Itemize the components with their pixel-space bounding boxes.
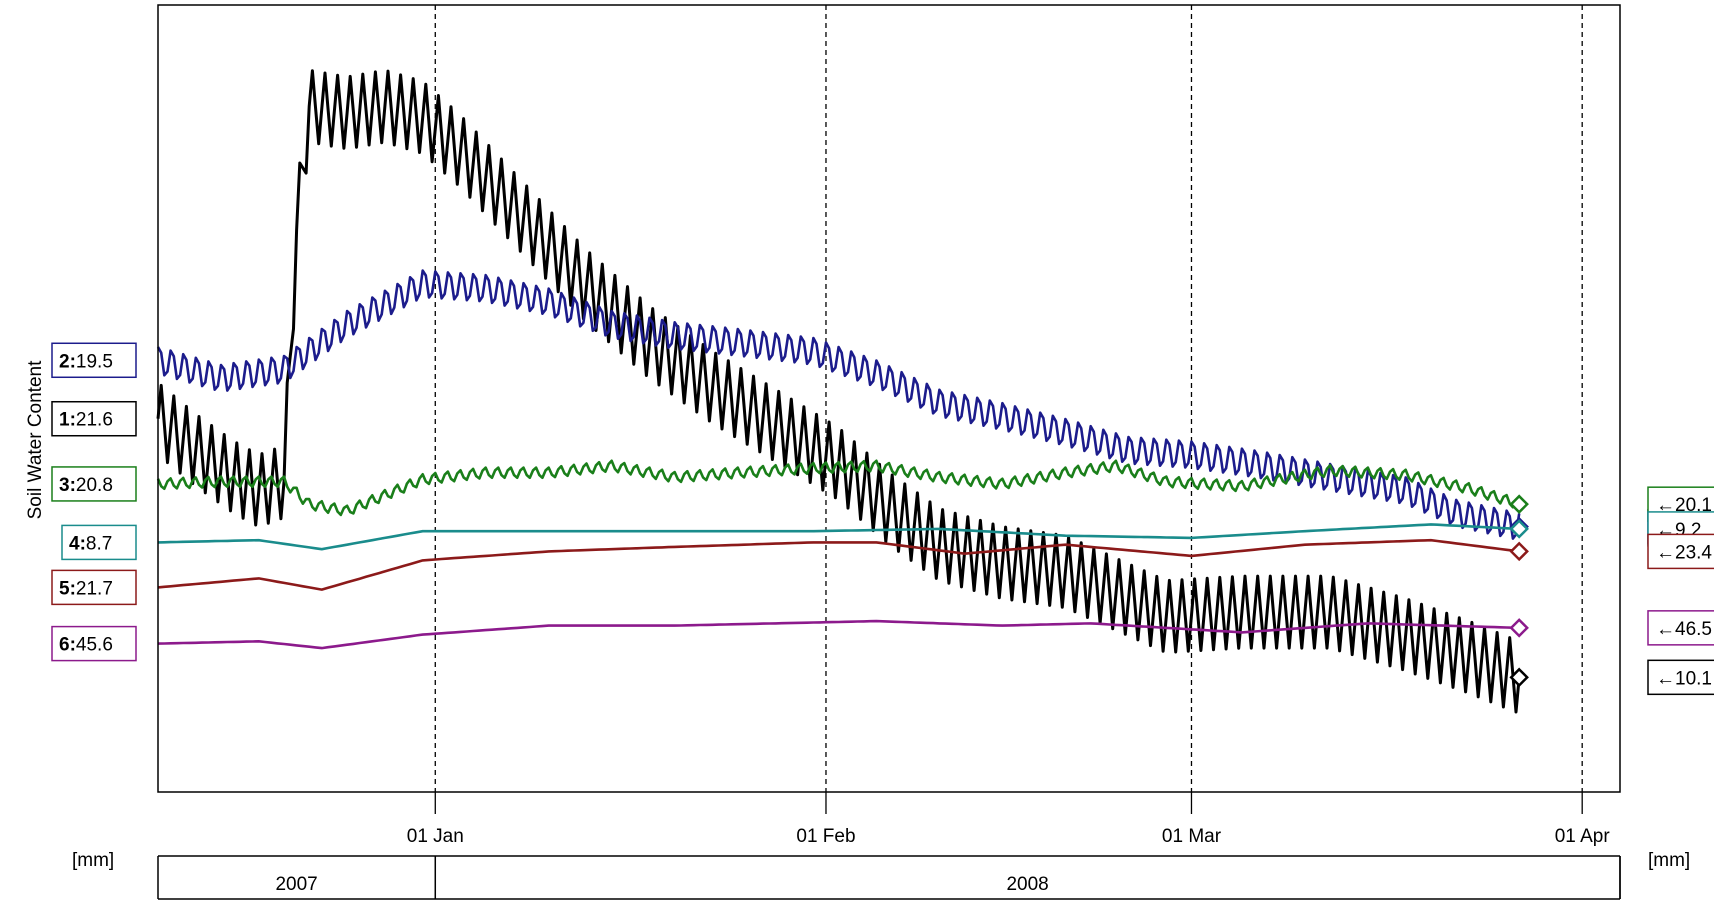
start-label-text: 3:20.8: [59, 475, 113, 496]
start-label-text: 5:21.7: [59, 578, 113, 599]
end-marker-4: [1509, 519, 1529, 539]
series-line-4: [157, 523, 1520, 551]
series-lines: [156, 69, 1521, 714]
y-axis-label: Soil Water Content: [25, 360, 46, 519]
start-value-labels: 1:21.6 2:19.5 3:20.8 4:8.7 5:21.7 6:45.6: [51, 342, 137, 662]
start-label-box: [61, 524, 137, 561]
end-label-box: [1647, 659, 1714, 696]
plot-frame: [157, 4, 1621, 793]
series-line-2: [156, 269, 1521, 540]
end-markers: [1509, 494, 1529, 688]
x-axis-ticks: 01 Jan 01 Feb 01 Mar 01 Apr: [407, 792, 1611, 847]
end-label-text: ←10.1: [1656, 668, 1712, 689]
start-label-6: 6:45.6: [51, 625, 137, 662]
x-tick-label: 01 Mar: [1162, 826, 1222, 847]
year-bands: 2007 2008: [275, 856, 1621, 899]
end-label-box: [1647, 533, 1714, 570]
start-label-box: [51, 466, 137, 502]
series-line-3: [156, 459, 1520, 517]
start-label-box: [51, 400, 137, 437]
start-label-1: 1:21.6: [51, 400, 137, 437]
start-label-3: 3:20.8: [51, 466, 137, 502]
year-label: 2008: [1006, 874, 1048, 895]
start-label-text: 6:45.6: [59, 635, 113, 656]
end-marker-1: [1509, 667, 1529, 688]
end-label-6: ←46.5: [1647, 610, 1714, 646]
right-unit-label: [mm]: [1648, 850, 1690, 871]
x-tick-label: 01 Jan: [407, 826, 464, 847]
end-label-text: ←46.5: [1656, 619, 1712, 640]
series-line-5: [157, 538, 1520, 591]
start-label-text: 4:8.7: [69, 533, 112, 554]
start-label-2: 2:19.5: [51, 342, 137, 379]
start-label-text: 2:19.5: [59, 351, 113, 372]
end-label-box: [1647, 610, 1714, 646]
year-label: 2007: [275, 874, 317, 895]
start-label-5: 5:21.7: [51, 569, 137, 606]
start-label-box: [51, 569, 137, 606]
left-unit-label: [mm]: [72, 850, 114, 871]
series-line-6: [157, 619, 1520, 650]
start-label-box: [51, 625, 137, 662]
end-marker-3: [1509, 494, 1529, 514]
end-marker-5: [1509, 541, 1529, 562]
end-label-5: ←23.4: [1647, 533, 1714, 570]
start-label-box: [51, 342, 137, 379]
end-marker-6: [1509, 618, 1529, 638]
end-label-1: ←10.1: [1647, 659, 1714, 696]
end-label-text: ←20.1: [1656, 495, 1712, 516]
x-tick-label: 01 Apr: [1555, 826, 1611, 847]
end-label-text: ←23.4: [1656, 542, 1712, 563]
x-tick-label: 01 Feb: [796, 826, 855, 847]
start-label-text: 1:21.6: [59, 410, 113, 431]
start-label-4: 4:8.7: [61, 524, 137, 561]
end-value-labels: ←10.1←20.1←9.2←23.4←46.5: [1647, 486, 1714, 696]
